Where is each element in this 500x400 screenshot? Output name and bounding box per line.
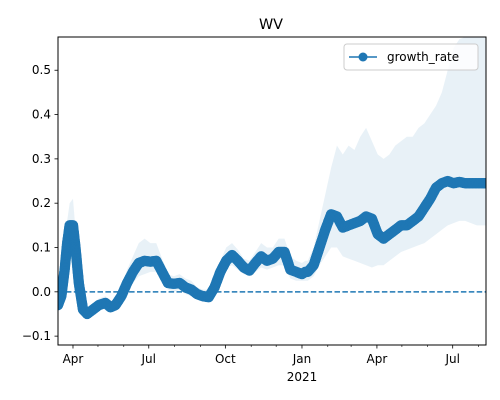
x-tick-label: Apr bbox=[63, 352, 84, 366]
x-axis: Apr Jul Oct Jan 2021 Apr Jul bbox=[63, 345, 479, 384]
chart-title: WV bbox=[259, 17, 283, 33]
plot-area bbox=[58, 37, 486, 320]
x-tick-label: Oct bbox=[215, 352, 236, 366]
y-axis: −0.1 0.0 0.1 0.2 0.3 0.4 0.5 bbox=[22, 63, 58, 343]
x-tick-year-label: 2021 bbox=[287, 370, 318, 384]
legend-marker-swatch bbox=[358, 52, 368, 62]
x-tick-label: Apr bbox=[367, 352, 388, 366]
confidence-band bbox=[58, 37, 486, 319]
legend-label: growth_rate bbox=[387, 50, 459, 64]
y-tick-label: 0.5 bbox=[32, 63, 51, 77]
data-point bbox=[480, 178, 486, 189]
legend-box bbox=[343, 43, 479, 71]
y-tick-label: −0.1 bbox=[22, 329, 51, 343]
growth-rate-points bbox=[58, 175, 486, 320]
y-tick-label: 0.3 bbox=[32, 152, 51, 166]
x-tick-label: Jul bbox=[444, 352, 459, 366]
y-tick-label: 0.0 bbox=[32, 285, 51, 299]
axes-frame bbox=[57, 36, 487, 346]
y-tick-label: 0.1 bbox=[32, 241, 51, 255]
x-tick-label: Jan bbox=[292, 352, 312, 366]
y-tick-label: 0.2 bbox=[32, 196, 51, 210]
x-tick-label: Jul bbox=[141, 352, 156, 366]
y-tick-label: 0.4 bbox=[32, 108, 51, 122]
legend: growth_rate bbox=[343, 43, 479, 71]
